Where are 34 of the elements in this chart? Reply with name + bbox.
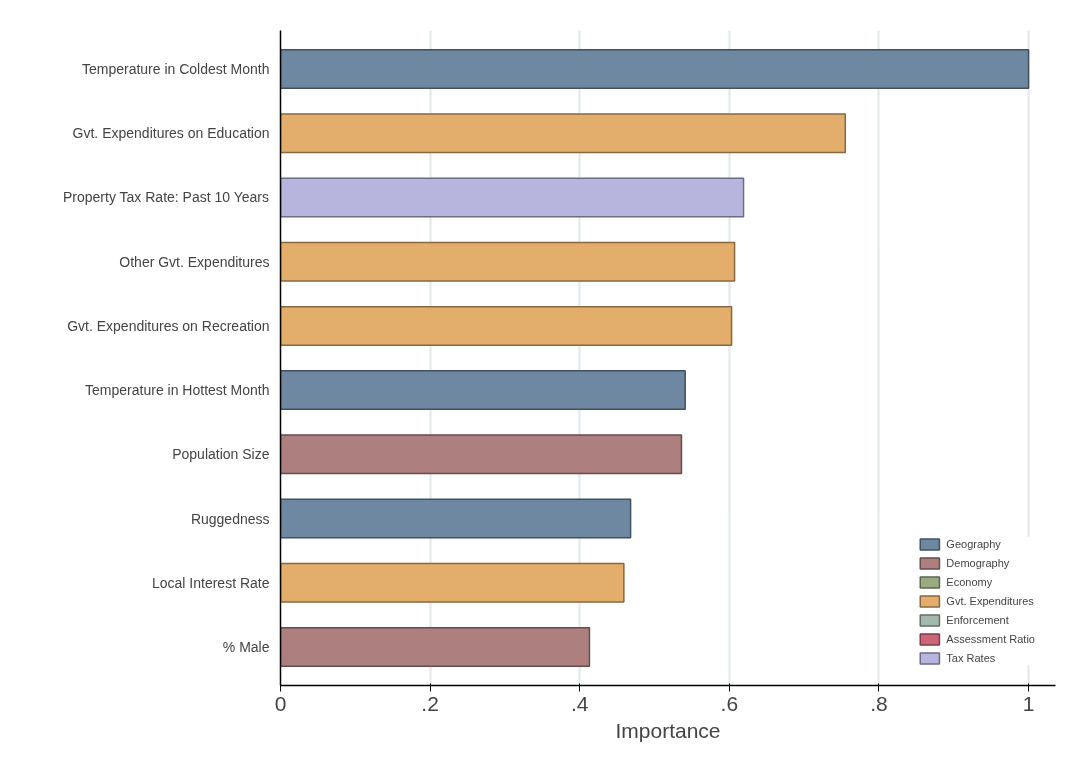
y-tick-label: Population Size [172, 446, 270, 463]
x-tick-label: .8 [870, 691, 888, 715]
x-tick-label: .2 [421, 691, 439, 715]
bar [280, 498, 632, 539]
bar [280, 49, 1030, 90]
y-tick-label: Gvt. Expenditures on Recreation [67, 317, 270, 334]
bar [280, 177, 745, 218]
bar [280, 370, 686, 411]
y-tick-label: Ruggedness [190, 510, 270, 527]
y-tick-label: Gvt. Expenditures on Education [72, 125, 270, 142]
y-tick-label: % Male [222, 638, 270, 655]
legend-label: Tax Rates [946, 652, 996, 664]
y-tick-label: Temperature in Coldest Month [81, 61, 270, 78]
bar [280, 626, 591, 667]
bar [280, 113, 847, 154]
bar [280, 562, 625, 603]
y-tick-label: Local Interest Rate [151, 574, 270, 591]
y-tick-label: Property Tax Rate: Past 10 Years [63, 189, 269, 206]
legend-label: Economy [946, 576, 993, 588]
bar [280, 434, 683, 475]
legend-label: Gvt. Expenditures [946, 595, 1034, 607]
x-axis-title: Importance [615, 718, 721, 742]
x-tick-label: 1 [1022, 691, 1035, 715]
x-tick-label: .6 [720, 691, 739, 715]
x-tick-label: .4 [570, 691, 589, 715]
legend-label: Enforcement [946, 614, 1009, 626]
bar [280, 305, 733, 346]
legend-label: Geography [946, 538, 1001, 550]
legend-label: Demography [946, 557, 1010, 569]
y-tick-label: Temperature in Hottest Month [85, 382, 270, 399]
bar [280, 241, 736, 282]
legend-label: Assessment Ratio [946, 633, 1035, 645]
x-tick-label: 0 [274, 691, 287, 715]
y-tick-label: Other Gvt. Expenditures [119, 253, 270, 270]
